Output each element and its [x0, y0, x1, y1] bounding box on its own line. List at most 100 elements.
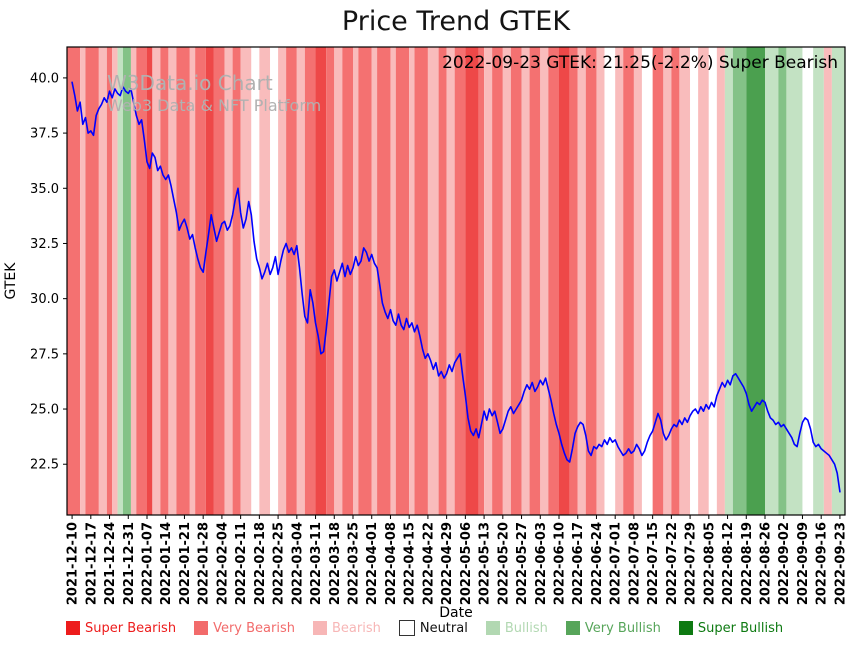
sentiment-band-neutral — [641, 47, 653, 515]
sentiment-band-bullish — [813, 47, 824, 515]
sentiment-band-very_bearish — [438, 47, 447, 515]
sentiment-band-very_bearish — [213, 47, 225, 515]
sentiment-band-bearish — [427, 47, 439, 515]
chart-title: Price Trend GTEK — [341, 6, 571, 37]
x-tick-label: 2022-01-28 — [197, 522, 212, 605]
sentiment-band-very_bearish — [414, 47, 428, 515]
x-tick-label: 2022-08-05 — [702, 522, 717, 605]
legend-swatch-icon — [485, 621, 500, 635]
sentiment-band-bearish — [278, 47, 287, 515]
sentiment-band-very_bearish — [136, 47, 147, 515]
plot-border — [66, 46, 846, 516]
sentiment-band-very_bearish — [478, 47, 485, 515]
legend-label: Bearish — [331, 620, 381, 636]
sentiment-band-bearish — [259, 47, 271, 515]
x-tick-label: 2022-02-18 — [253, 522, 268, 605]
sentiment-band-bearish — [353, 47, 359, 515]
sentiment-band-bearish — [823, 47, 832, 515]
sentiment-band-bearish — [577, 47, 586, 515]
x-tick-label: 2022-05-06 — [459, 522, 474, 605]
x-tick-label: 2022-07-29 — [684, 522, 699, 605]
x-tick-label: 2022-06-24 — [590, 522, 605, 605]
sentiment-band-bearish — [716, 47, 725, 515]
sentiment-band-very_bearish — [232, 47, 241, 515]
x-tick-label: 2022-09-23 — [833, 522, 848, 605]
watermark-line2: Web3 Data & NFT Platform — [107, 96, 322, 115]
sentiment-band-super_bearish — [465, 47, 479, 515]
legend-item-very-bearish: Very Bearish — [194, 621, 295, 636]
sentiment-band-very_bearish — [454, 47, 466, 515]
sentiment-band-bearish — [152, 47, 161, 515]
x-tick-label: 2022-04-22 — [421, 522, 436, 605]
sentiment-band-very_bearish — [671, 47, 680, 515]
price-line — [71, 81, 841, 493]
sentiment-legend: Super Bearish Very Bearish Bearish Neutral B… — [66, 620, 783, 636]
x-tick-label: 2021-12-17 — [84, 522, 99, 605]
sentiment-band-bearish — [502, 47, 511, 515]
x-tick-label: 2021-12-10 — [66, 522, 81, 605]
watermark: W3Data.io Chart Web3 Data & NFT Platform — [107, 70, 321, 117]
x-tick-label: 2022-04-01 — [365, 522, 380, 605]
x-tick-label: 2022-08-26 — [759, 522, 774, 605]
x-tick-label: 2022-09-02 — [777, 522, 792, 605]
y-tick-label: 30.0 — [30, 292, 59, 307]
sentiment-band-super_bearish — [559, 47, 570, 515]
legend-item-bullish: Bullish — [485, 620, 548, 636]
legend-label: Bullish — [504, 620, 548, 636]
sentiment-band-very_bearish — [548, 47, 559, 515]
sentiment-band-bearish — [224, 47, 233, 515]
x-tick-label: 2022-05-13 — [478, 522, 493, 605]
sentiment-band-super_bearish — [315, 47, 327, 515]
sentiment-band-very_bearish — [569, 47, 578, 515]
y-tick-label: 25.0 — [30, 403, 59, 418]
sentiment-band-very_bearish — [358, 47, 372, 515]
y-tick-label: 32.5 — [30, 237, 59, 252]
sentiment-band-very_bearish — [67, 47, 81, 515]
sentiment-band-very_bearish — [377, 47, 391, 515]
sentiment-band-neutral — [251, 47, 260, 515]
sentiment-band-very_bearish — [652, 47, 664, 515]
x-tick-label: 2022-01-21 — [178, 522, 193, 605]
y-axis-label: GTEK — [3, 262, 19, 300]
sentiment-band-bearish — [596, 47, 605, 515]
x-tick-label: 2021-12-24 — [103, 522, 118, 605]
sentiment-band-bullish — [117, 47, 123, 515]
sentiment-band-bullish — [724, 47, 733, 515]
legend-swatch-icon — [678, 621, 693, 635]
sentiment-band-very_bearish — [623, 47, 634, 515]
x-tick-label: 2022-07-08 — [627, 522, 642, 605]
sentiment-band-bearish — [334, 47, 343, 515]
x-tick-label: 2022-08-12 — [721, 522, 736, 605]
sentiment-band-bearish — [390, 47, 396, 515]
x-tick-label: 2022-04-08 — [384, 522, 399, 605]
sentiment-band-very_bearish — [492, 47, 503, 515]
sentiment-band-very_bullish — [122, 47, 131, 515]
legend-item-very-bullish: Very Bullish — [565, 620, 661, 636]
sentiment-band-bearish — [189, 47, 196, 515]
x-tick-label: 2022-06-17 — [571, 522, 586, 605]
sentiment-band-bearish — [615, 47, 624, 515]
sentiment-band-bearish — [521, 47, 530, 515]
sentiment-band-very_bearish — [304, 47, 316, 515]
sentiment-band-very_bearish — [326, 47, 335, 515]
x-tick-label: 2021-12-31 — [122, 522, 137, 605]
sentiment-band-bearish — [130, 47, 137, 515]
x-tick-label: 2022-09-09 — [796, 522, 811, 605]
sentiment-band-neutral — [270, 47, 279, 515]
x-tick-label: 2022-04-29 — [440, 522, 455, 605]
sentiment-band-very_bearish — [195, 47, 206, 515]
legend-label: Super Bullish — [697, 620, 784, 636]
sentiment-band-bearish — [633, 47, 642, 515]
x-tick-label: 2022-03-04 — [290, 522, 305, 605]
x-tick-label: 2022-07-01 — [609, 522, 624, 605]
x-tick-label: 2022-04-15 — [403, 522, 418, 605]
x-tick-label: 2022-03-11 — [309, 522, 324, 605]
sentiment-band-very_bearish — [160, 47, 169, 515]
x-tick-label: 2022-03-18 — [328, 522, 343, 605]
legend-label: Very Bullish — [584, 620, 661, 636]
sentiment-band-bearish — [698, 47, 709, 515]
sentiment-band-very_bearish — [85, 47, 99, 515]
sentiment-band-very_bearish — [510, 47, 522, 515]
